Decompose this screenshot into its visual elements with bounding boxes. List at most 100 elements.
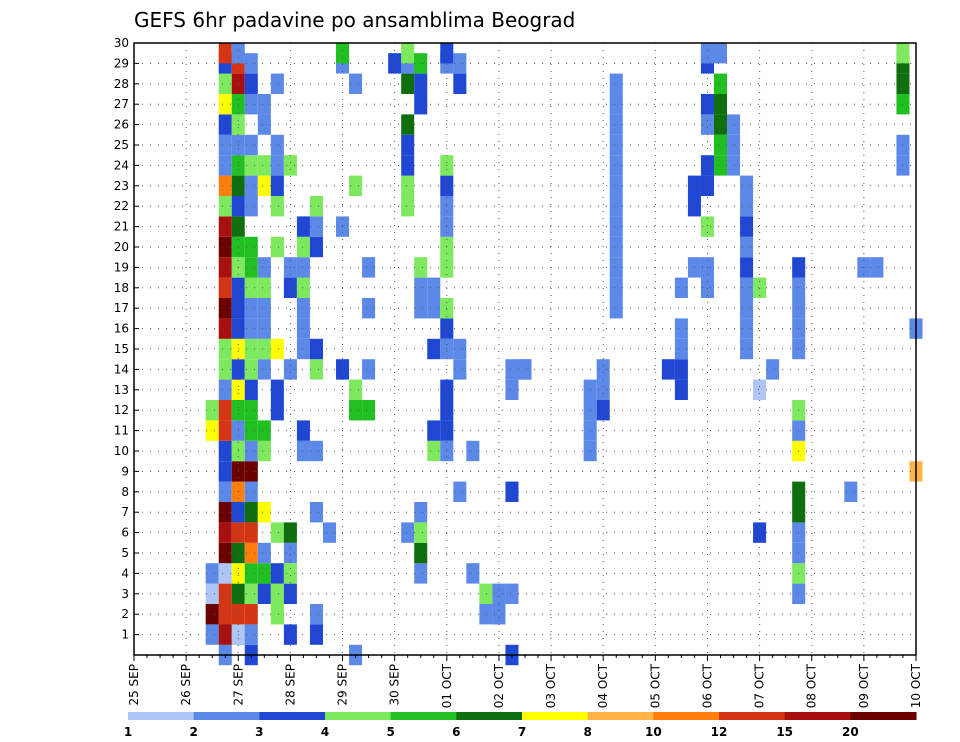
heatmap-cell: [218, 583, 232, 604]
heatmap-cell: [427, 338, 441, 360]
y-tick-label: 4: [121, 566, 129, 580]
heatmap-cell: [244, 522, 258, 543]
heatmap-cell: [309, 624, 323, 645]
heatmap-cell: [414, 563, 428, 584]
legend-swatch: [325, 712, 392, 720]
heatmap-cell: [218, 604, 232, 625]
heatmap-cell: [401, 155, 415, 176]
heatmap-cell: [322, 522, 337, 543]
heatmap-cell: [505, 359, 519, 380]
heatmap-cell: [440, 43, 454, 64]
heatmap-cell: [466, 563, 480, 584]
heatmap-cell: [257, 257, 271, 278]
legend-label: 7: [518, 725, 526, 739]
chart-title: GEFS 6hr padavine po ansamblima Beograd: [134, 8, 575, 32]
heatmap-cell: [218, 502, 232, 523]
heatmap-cell: [218, 318, 232, 339]
y-tick-label: 16: [114, 322, 129, 336]
heatmap-cell: [244, 155, 258, 176]
y-tick-label: 22: [114, 199, 129, 213]
x-axis: 25 SEP 26 SEP 27 SEP 28 SEP 29 SEP 30 SEP 01 O…: [127, 655, 923, 708]
heatmap-cell: [296, 440, 310, 462]
heatmap-cell: [414, 53, 428, 74]
heatmap-cell: [349, 379, 363, 400]
heatmap-cell: [700, 175, 714, 196]
legend-swatch: [128, 712, 195, 720]
heatmap-cell: [479, 583, 493, 604]
y-tick-label: 18: [114, 281, 129, 295]
heatmap-cell: [218, 94, 232, 115]
y-tick-label: 19: [114, 260, 129, 274]
x-tick-label: 30 SEP: [388, 664, 402, 706]
heatmap-cell: [218, 624, 232, 645]
heatmap-cell: [349, 400, 363, 421]
heatmap-cell: [244, 134, 258, 156]
legend-label: 10: [645, 725, 662, 739]
heatmap-cell: [362, 400, 376, 421]
y-tick-label: 24: [114, 158, 129, 172]
heatmap-cell: [218, 481, 232, 502]
heatmap-cell: [296, 298, 310, 319]
heatmap-cell: [218, 175, 232, 196]
heatmap-cell: [244, 400, 258, 421]
heatmap-cell: [244, 73, 258, 94]
heatmap-cell: [505, 481, 519, 502]
y-tick-label: 12: [114, 403, 129, 417]
heatmap-cell: [309, 196, 323, 217]
legend-swatch: [850, 712, 917, 720]
heatmap-cell: [244, 583, 258, 604]
heatmap-cell: [414, 542, 428, 564]
heatmap-cell: [609, 236, 623, 258]
y-tick-label: 6: [121, 526, 129, 540]
heatmap-cell: [244, 481, 258, 502]
y-tick-label: 11: [114, 424, 129, 438]
y-tick-label: 30: [114, 36, 129, 50]
heatmap-cell: [218, 420, 232, 441]
legend-swatch: [784, 712, 851, 720]
legend-swatch: [456, 712, 523, 720]
heatmap-cell: [609, 155, 623, 176]
heatmap-cell: [218, 216, 232, 237]
heatmap-cell: [609, 277, 623, 298]
legend-swatch: [522, 712, 589, 720]
heatmap-cell: [244, 257, 258, 278]
heatmap-cell: [414, 73, 428, 94]
heatmap-cell: [674, 379, 688, 400]
heatmap-cell: [505, 583, 519, 604]
heatmap-cell: [401, 134, 415, 156]
heatmap-cell: [205, 624, 219, 645]
heatmap-cell: [609, 196, 623, 217]
x-tick-label: 26 SEP: [179, 664, 193, 706]
heatmap-cell: [244, 318, 258, 339]
y-tick-label: 9: [121, 464, 129, 478]
heatmap-cell: [244, 196, 258, 217]
x-tick-label: 06 OCT: [700, 663, 714, 708]
heatmap-cell: [740, 236, 754, 258]
x-tick-label: 10 OCT: [909, 663, 923, 708]
y-tick-label: 25: [114, 138, 129, 152]
heatmap-cell: [205, 420, 219, 441]
heatmap-cell: [896, 43, 910, 64]
x-tick-label: 25 SEP: [127, 664, 141, 706]
heatmap-cell: [205, 563, 219, 584]
heatmap-cell: [270, 379, 284, 400]
heatmap-cell: [257, 583, 271, 604]
heatmap-cell: [283, 583, 297, 604]
heatmap-cell: [401, 175, 415, 196]
heatmap-cell: [283, 359, 297, 380]
heatmap-cell: [388, 53, 402, 74]
legend-swatch: [259, 712, 326, 720]
heatmap-cell: [205, 583, 219, 604]
heatmap-cell: [257, 502, 271, 523]
legend-label: 20: [842, 725, 859, 739]
heatmap-cell: [700, 114, 714, 135]
heatmap-cell: [244, 624, 258, 645]
heatmap-cell: [257, 94, 271, 115]
heatmap-cell: [700, 43, 714, 64]
heatmap-cell: [296, 420, 310, 441]
x-tick-label: 27 SEP: [231, 664, 245, 706]
heatmap-cell: [244, 379, 258, 400]
x-tick-label: 08 OCT: [805, 663, 819, 708]
heatmap-cell: [401, 522, 415, 543]
heatmap-cell: [270, 175, 284, 196]
